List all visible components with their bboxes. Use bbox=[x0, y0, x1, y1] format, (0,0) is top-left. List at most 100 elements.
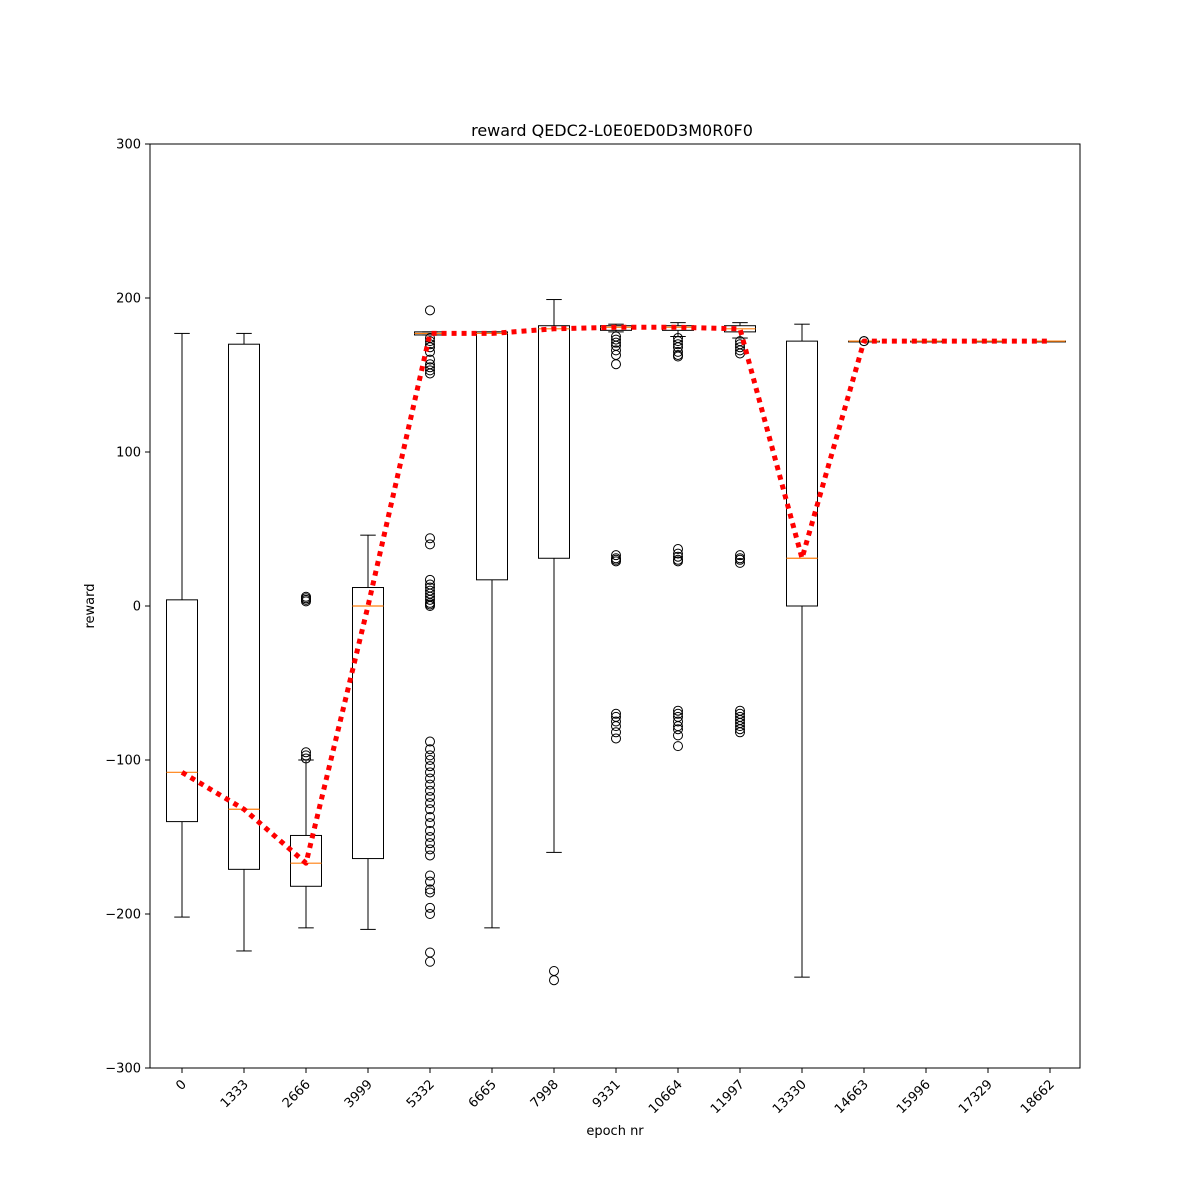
outlier-point bbox=[425, 365, 435, 376]
y-tick-label: 300 bbox=[116, 138, 141, 153]
box-18662 bbox=[1034, 340, 1066, 343]
outlier-point bbox=[673, 708, 683, 719]
box-11997 bbox=[724, 322, 756, 738]
outlier-point bbox=[611, 359, 621, 370]
outlier-point bbox=[673, 551, 683, 562]
outlier-point bbox=[611, 727, 621, 738]
outlier-point bbox=[425, 533, 435, 544]
iqr-box bbox=[290, 834, 322, 887]
outlier-point bbox=[673, 741, 683, 752]
iqr-box bbox=[228, 343, 260, 870]
outlier-point bbox=[673, 346, 683, 357]
outlier-point bbox=[425, 368, 435, 379]
outlier-point bbox=[425, 956, 435, 967]
outlier-point bbox=[425, 832, 435, 842]
outlier-point bbox=[673, 351, 683, 362]
y-axis-ticks: −300 −200 −100 0 100 200 300 bbox=[105, 138, 150, 1077]
outlier-point bbox=[425, 844, 435, 855]
outlier-point bbox=[673, 724, 683, 735]
outlier-point bbox=[735, 554, 745, 565]
outlier-point bbox=[611, 708, 621, 719]
outlier-point bbox=[425, 601, 435, 611]
outlier-point bbox=[611, 337, 621, 348]
outlier-point bbox=[425, 736, 435, 747]
iqr-box bbox=[352, 587, 384, 860]
outlier-point bbox=[425, 909, 435, 919]
outlier-point bbox=[673, 716, 683, 727]
x-axis-label: epoch nr bbox=[586, 1124, 644, 1139]
outlier-point bbox=[425, 887, 435, 898]
outlier-point bbox=[673, 544, 683, 555]
outlier-point bbox=[425, 336, 435, 347]
outlier-point bbox=[301, 591, 311, 602]
outlier-point bbox=[425, 870, 435, 881]
outlier-point bbox=[301, 750, 311, 761]
iqr-box bbox=[786, 340, 818, 607]
outlier-point bbox=[425, 773, 435, 784]
outlier-point bbox=[735, 550, 745, 561]
outlier-point bbox=[425, 818, 435, 829]
box-0 bbox=[166, 332, 198, 918]
outlier-point bbox=[673, 548, 683, 559]
outlier-point bbox=[425, 594, 435, 605]
y-axis-label: reward bbox=[83, 583, 98, 628]
box-5332 bbox=[414, 305, 446, 967]
y-tick-label: 100 bbox=[116, 446, 141, 461]
outlier-point bbox=[425, 804, 435, 815]
outlier-point bbox=[735, 557, 745, 568]
chart-title: reward QEDC2-L0E0ED0D3M0R0F0 bbox=[471, 121, 753, 140]
outlier-point bbox=[673, 556, 683, 567]
outlier-point bbox=[735, 721, 745, 732]
outlier-point bbox=[425, 902, 435, 913]
outlier-point bbox=[425, 750, 435, 761]
iqr-box bbox=[538, 325, 570, 559]
outlier-point bbox=[425, 884, 435, 895]
outlier-point bbox=[425, 755, 435, 765]
outlier-point bbox=[425, 779, 435, 790]
outlier-point bbox=[301, 747, 311, 758]
outlier-point bbox=[611, 345, 621, 356]
outlier-point bbox=[735, 342, 745, 353]
outlier-point bbox=[425, 811, 435, 822]
outlier-point bbox=[611, 550, 621, 561]
outlier-point bbox=[673, 336, 683, 347]
box-10664 bbox=[662, 322, 694, 752]
outlier-point bbox=[425, 574, 435, 585]
y-tick-label: 0 bbox=[133, 600, 141, 615]
outlier-point bbox=[673, 339, 683, 350]
outlier-point bbox=[735, 727, 745, 738]
outlier-point bbox=[859, 336, 869, 347]
outlier-point bbox=[425, 785, 435, 796]
outlier-point bbox=[425, 767, 435, 778]
y-tick-label: −300 bbox=[105, 1062, 141, 1077]
outlier-point bbox=[425, 346, 435, 357]
outlier-point bbox=[425, 850, 435, 861]
outlier-point bbox=[425, 798, 435, 809]
y-tick-label: 200 bbox=[116, 292, 141, 307]
box-1333 bbox=[228, 332, 260, 952]
outlier-point bbox=[425, 744, 435, 755]
box-3999 bbox=[352, 534, 384, 930]
outlier-point bbox=[425, 876, 435, 887]
outlier-point bbox=[611, 334, 621, 345]
outlier-point bbox=[611, 721, 621, 732]
outlier-point bbox=[425, 305, 435, 316]
outlier-point bbox=[735, 724, 745, 735]
outlier-point bbox=[673, 730, 683, 741]
outlier-point bbox=[611, 716, 621, 727]
outlier-point bbox=[425, 362, 435, 373]
outlier-point bbox=[549, 975, 559, 986]
outlier-point bbox=[425, 825, 435, 836]
box-13330 bbox=[786, 323, 818, 978]
y-tick-label: −100 bbox=[105, 754, 141, 769]
box-17329 bbox=[972, 340, 1004, 343]
outlier-point bbox=[611, 733, 621, 744]
y-tick-label: −200 bbox=[105, 908, 141, 923]
outlier-point bbox=[611, 556, 621, 567]
box-2666 bbox=[290, 591, 322, 929]
iqr-box bbox=[166, 599, 198, 823]
median-trend-line bbox=[180, 324, 1050, 866]
outlier-point bbox=[425, 838, 435, 849]
